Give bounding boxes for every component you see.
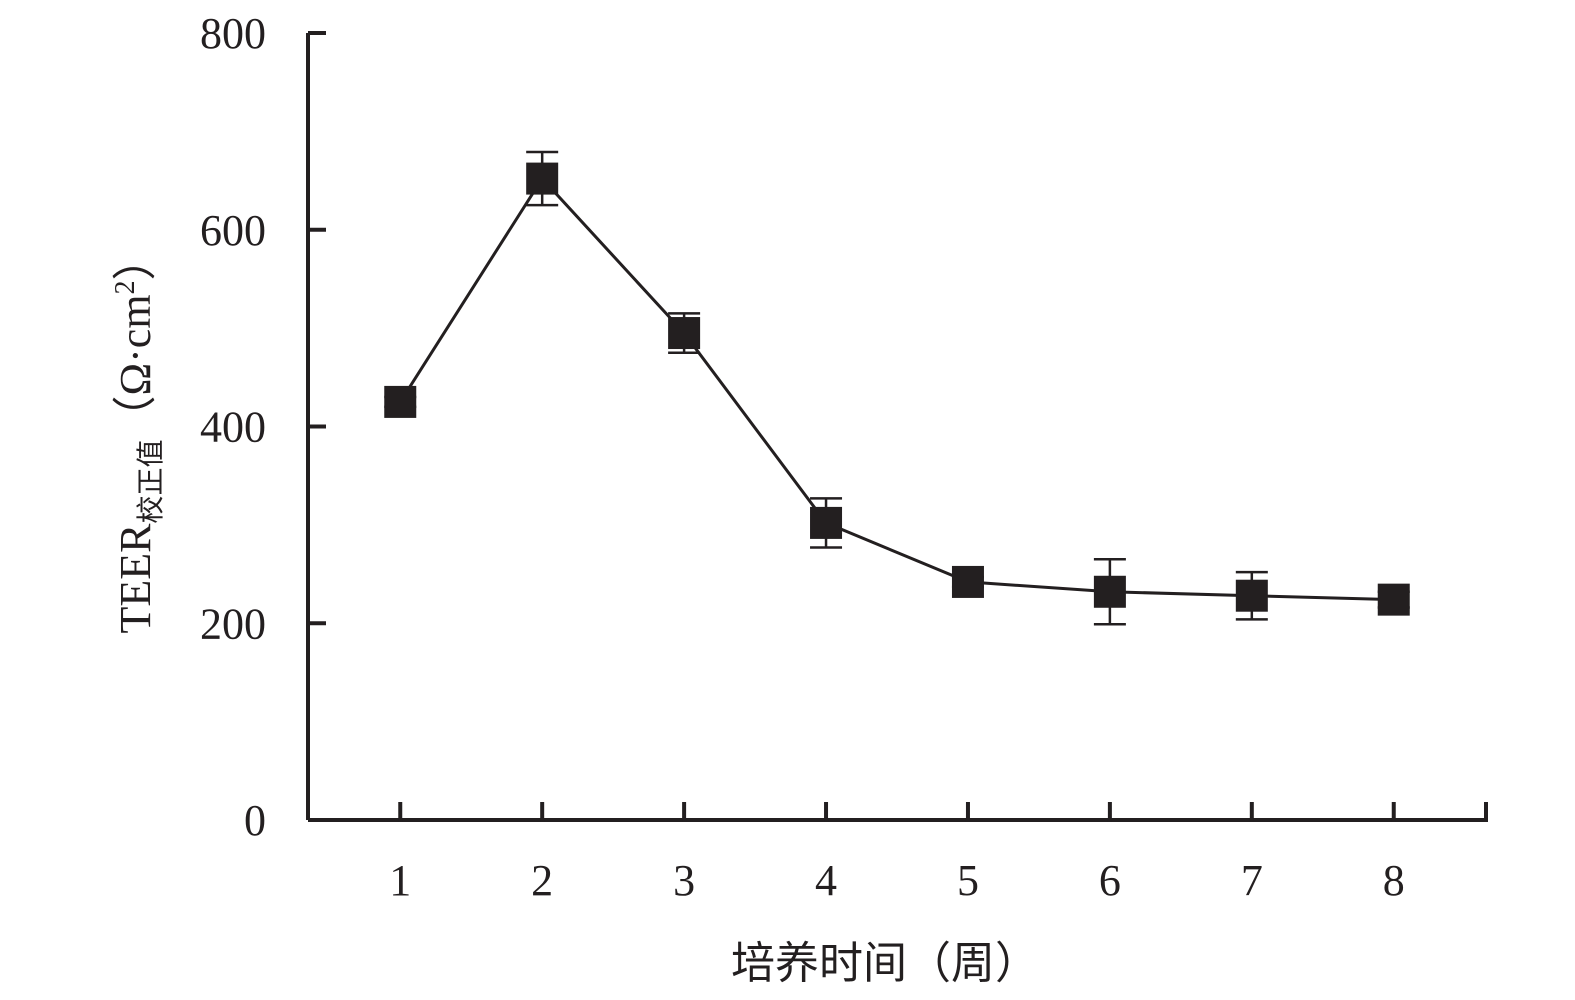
x-ticks: 1 2 3 4 5 6 7 8: [389, 802, 1488, 905]
data-point-marker: [384, 385, 417, 418]
y-tick-label: 400: [200, 403, 266, 452]
y-axis-title: TEER校正值（Ω·cm2）: [110, 236, 167, 633]
y-tick-label: 0: [244, 796, 266, 845]
x-tick-label: 1: [389, 856, 411, 905]
y-axis-title-unit: （Ω·cm: [111, 294, 160, 439]
plot-area: [384, 150, 1410, 626]
x-tick-label: 7: [1241, 856, 1263, 905]
y-axis-title-unit-close: ）: [111, 236, 160, 280]
x-tick-label: 2: [531, 856, 553, 905]
data-point-marker: [1093, 575, 1126, 608]
x-tick-label: 4: [815, 856, 837, 905]
data-point-marker: [810, 506, 843, 539]
x-axis-title: 培养时间（周）: [731, 939, 1039, 988]
x-tick-label: 3: [673, 856, 695, 905]
data-point-marker: [1377, 583, 1410, 616]
x-tick-label: 6: [1099, 856, 1121, 905]
series-line: [398, 176, 1394, 602]
data-point-marker: [668, 317, 701, 350]
y-ticks: 0 200 400 600 800: [200, 9, 326, 845]
y-axis-title-subscript: 校正值: [135, 440, 167, 524]
data-point-marker: [526, 162, 559, 195]
data-point-marker: [951, 565, 984, 598]
y-axis-title-main: TEER: [111, 523, 160, 634]
axes: [306, 33, 1486, 822]
x-tick-label: 5: [957, 856, 979, 905]
y-tick-label: 800: [200, 9, 266, 58]
x-tick-label: 8: [1383, 856, 1405, 905]
y-tick-label: 200: [200, 599, 266, 648]
y-tick-label: 600: [200, 206, 266, 255]
data-point-marker: [1235, 579, 1268, 612]
y-axis-title-superscript: 2: [110, 280, 141, 294]
